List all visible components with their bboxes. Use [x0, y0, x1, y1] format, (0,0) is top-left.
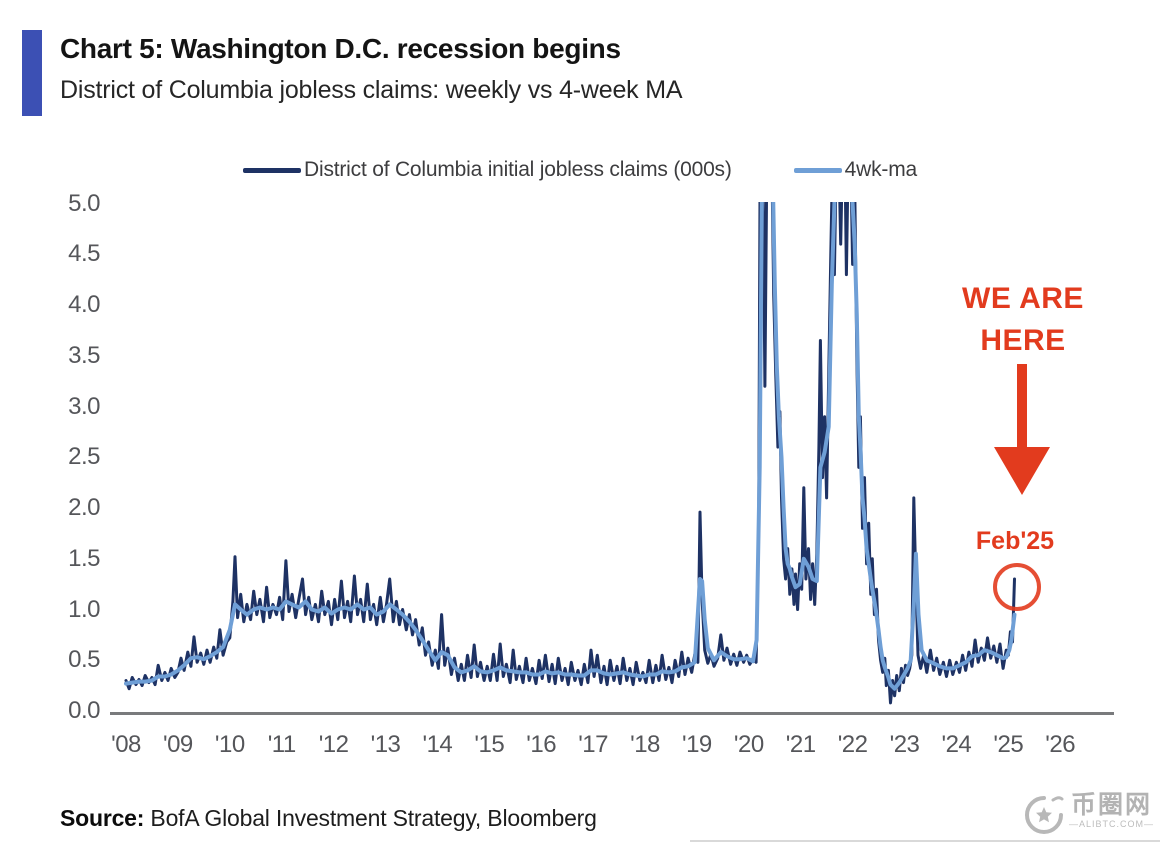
watermark-logo-icon: [1024, 796, 1064, 834]
y-tick-label: 4.5: [68, 240, 100, 268]
we-are-here-line2: HERE: [980, 324, 1066, 357]
watermark-domain: —ALIBTC.COM—: [1068, 819, 1154, 829]
x-tick-label: '18: [630, 731, 660, 758]
x-tick-label: '14: [422, 731, 453, 758]
legend-label-weekly: District of Columbia initial jobless cla…: [304, 158, 732, 181]
source-line: Source: BofA Global Investment Strategy,…: [60, 805, 597, 832]
y-tick-label: 2.5: [68, 443, 100, 471]
y-tick-label: 5.0: [68, 189, 100, 217]
x-tick-label: '24: [941, 731, 972, 758]
watermark: 币圈网 —ALIBTC.COM—: [1023, 792, 1154, 836]
y-tick-label: 0.5: [68, 646, 100, 674]
x-tick-label: '09: [163, 731, 193, 758]
y-tick-label: 3.5: [68, 341, 100, 369]
chart-title: Chart 5: Washington D.C. recession begin…: [60, 33, 621, 64]
x-tick-label: '11: [267, 731, 297, 758]
legend-item-ma: 4wk-ma: [793, 158, 918, 182]
ma-line-swatch: [793, 167, 842, 173]
x-tick-label: '10: [214, 731, 245, 758]
ma4-line: [124, 202, 1017, 691]
x-tick-label: '20: [733, 731, 764, 758]
we-are-here-annotation: WE ARE HERE: [937, 278, 1109, 362]
source-label: Source:: [60, 805, 145, 831]
x-tick-label: '19: [682, 731, 712, 758]
highlight-circle: [993, 563, 1041, 611]
source-text: BofA Global Investment Strategy, Bloombe…: [144, 805, 597, 831]
y-tick-label: 4.0: [68, 291, 100, 318]
watermark-name: 币圈网: [1070, 791, 1152, 819]
x-tick-label: '25: [993, 731, 1024, 758]
x-tick-label: '12: [318, 731, 349, 758]
y-tick-label: 1.0: [68, 595, 100, 623]
x-tick-label: '23: [889, 731, 920, 758]
x-tick-label: '08: [111, 731, 141, 758]
x-tick-label: '21: [785, 731, 816, 758]
we-are-here-line1: WE ARE: [962, 282, 1084, 315]
chart-subtitle: District of Columbia jobless claims: wee…: [60, 76, 683, 104]
down-arrow-icon: [994, 364, 1050, 495]
y-tick-label: 1.5: [68, 544, 100, 572]
y-tick-label: 0.0: [68, 697, 100, 724]
feb25-label: Feb'25: [975, 527, 1055, 555]
y-tick-label: 2.0: [68, 494, 100, 521]
x-tick-label: '15: [474, 731, 505, 758]
x-tick-label: '26: [1045, 731, 1076, 758]
title-accent-bar: [22, 30, 42, 116]
y-tick-label: 3.0: [68, 392, 100, 420]
x-tick-label: '22: [837, 731, 868, 758]
legend-label-ma: 4wk-ma: [844, 158, 918, 181]
x-tick-label: '17: [578, 731, 608, 758]
chart-legend: District of Columbia initial jobless cla…: [0, 158, 1160, 182]
weekly-line-swatch: [243, 167, 302, 173]
bottom-divider: [690, 840, 1160, 842]
x-tick-label: '16: [526, 731, 557, 758]
weekly-claims-line: [124, 202, 1016, 705]
x-tick-label: '13: [370, 731, 401, 758]
legend-item-weekly: District of Columbia initial jobless cla…: [243, 158, 732, 182]
